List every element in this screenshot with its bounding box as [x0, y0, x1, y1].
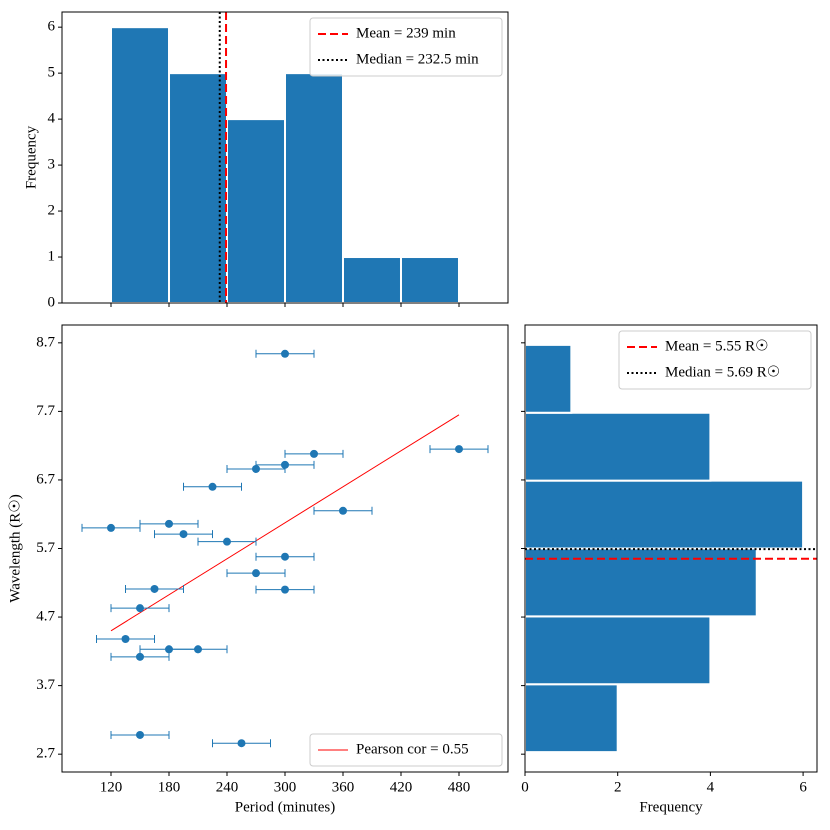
point	[281, 460, 289, 469]
x-tick-label: 0	[521, 779, 529, 795]
x-tick-label: 420	[390, 779, 413, 795]
point	[150, 584, 159, 593]
point	[281, 552, 289, 561]
legend-label: Mean = 5.55 R☉	[665, 338, 769, 354]
point	[165, 519, 174, 528]
bar	[524, 479, 805, 550]
x-tick-label: 4	[707, 779, 715, 795]
bar	[341, 256, 402, 305]
x-axis-label: Frequency	[639, 799, 703, 815]
bar	[524, 615, 712, 686]
legend-label: Median = 232.5 min	[356, 51, 479, 67]
x-tick-label: 240	[216, 779, 239, 795]
axes-frame	[61, 324, 509, 773]
bar	[524, 411, 712, 482]
y-tick-label: 5	[48, 65, 56, 81]
y-tick-label: 3.7	[36, 677, 55, 693]
x-tick-label: 180	[158, 779, 181, 795]
y-tick-label: 5.7	[36, 540, 55, 556]
x-tick-label: 120	[100, 779, 123, 795]
bar	[226, 118, 286, 305]
point	[208, 482, 217, 491]
point	[194, 645, 203, 654]
y-tick-label: 1	[48, 248, 56, 264]
legend-label: Pearson cor = 0.55	[356, 741, 469, 757]
point	[107, 523, 116, 532]
y-tick-label: 3	[48, 157, 56, 173]
point	[309, 449, 318, 458]
x-tick-label: 6	[799, 779, 807, 795]
point	[136, 730, 145, 739]
point	[136, 604, 145, 613]
point	[252, 464, 261, 473]
x-tick-label: 2	[614, 779, 622, 795]
point	[179, 530, 188, 539]
bar	[524, 343, 573, 414]
x-axis-label: Period (minutes)	[235, 799, 335, 815]
y-tick-label: 7.7	[36, 403, 55, 419]
y-tick-label: 0	[48, 294, 56, 310]
point	[338, 506, 347, 515]
point	[252, 569, 261, 578]
bar	[284, 72, 344, 304]
legend-box	[309, 733, 503, 767]
point	[454, 445, 463, 454]
legend-box	[618, 330, 812, 390]
y-tick-label: 6.7	[36, 471, 55, 487]
point	[121, 634, 130, 643]
y-axis-label: Frequency	[23, 125, 39, 189]
y-tick-label: 4	[48, 111, 56, 127]
bar	[168, 72, 229, 304]
y-tick-label: 2	[48, 202, 56, 218]
bar	[399, 256, 460, 305]
bar	[110, 26, 171, 304]
point	[237, 739, 246, 748]
x-tick-label: 360	[332, 779, 355, 795]
fit-line	[110, 414, 460, 632]
y-tick-label: 2.7	[36, 746, 55, 762]
point	[136, 652, 145, 661]
point	[281, 585, 289, 594]
point	[281, 349, 289, 358]
legend-box	[309, 17, 503, 77]
x-tick-label: 480	[448, 779, 471, 795]
point	[223, 537, 232, 546]
y-tick-label: 8.7	[36, 334, 55, 350]
x-tick-label: 300	[274, 779, 297, 795]
y-axis-label: Wavelength (R☉)	[7, 494, 23, 602]
y-tick-label: 4.7	[36, 608, 55, 624]
legend-label: Median = 5.69 R☉	[665, 364, 780, 380]
legend-label: Mean = 239 min	[356, 25, 456, 41]
y-tick-label: 6	[48, 19, 56, 35]
bar	[524, 683, 619, 754]
